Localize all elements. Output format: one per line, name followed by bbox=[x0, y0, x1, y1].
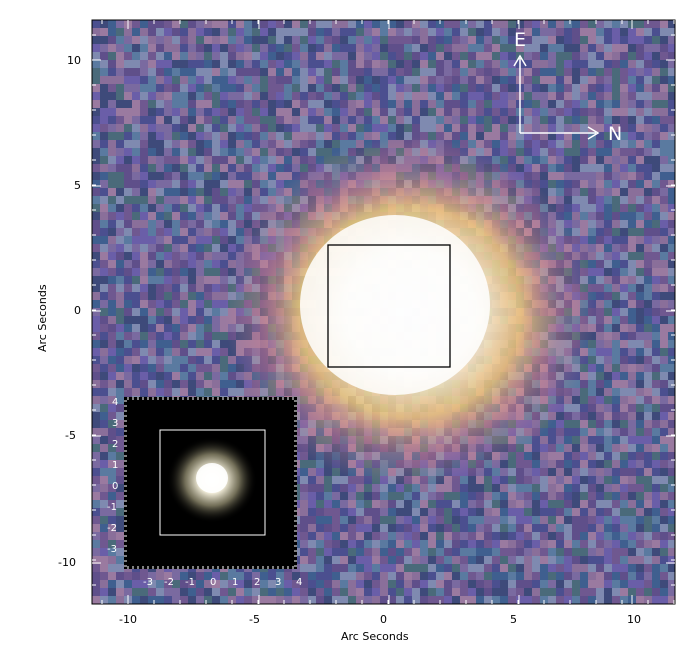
compass-east-label: E bbox=[514, 29, 526, 51]
ytick-m10: -10 bbox=[58, 556, 76, 569]
inset-ytick-m2: -2 bbox=[107, 523, 117, 534]
inset-star-core bbox=[196, 463, 228, 493]
main-axes-frame bbox=[91, 19, 676, 605]
inset-aperture-box bbox=[159, 429, 266, 536]
ytick-5: 5 bbox=[74, 179, 81, 192]
x-axis-title: Arc Seconds bbox=[341, 630, 409, 643]
inset-ytick-m1: -1 bbox=[107, 502, 117, 513]
compass-north-label: N bbox=[608, 123, 622, 145]
inset-xtick-3: 3 bbox=[275, 577, 281, 588]
ytick-m5: -5 bbox=[65, 429, 76, 442]
aperture-box bbox=[327, 244, 451, 368]
xtick-5: 5 bbox=[510, 613, 517, 626]
inset-ytick-0: 0 bbox=[112, 481, 118, 492]
inset-ytick-2: 2 bbox=[112, 439, 118, 450]
inset-xtick-m1: -1 bbox=[185, 577, 195, 588]
inset-ytick-m3: -3 bbox=[107, 544, 117, 555]
inset-xtick-2: 2 bbox=[254, 577, 260, 588]
inset-ytick-4: 4 bbox=[112, 397, 118, 408]
xtick-10: 10 bbox=[627, 613, 641, 626]
inset-xtick-m2: -2 bbox=[164, 577, 174, 588]
ytick-0: 0 bbox=[74, 304, 81, 317]
main-tick-marks bbox=[92, 20, 675, 604]
inset-ticks bbox=[124, 397, 297, 569]
inset-xtick-4: 4 bbox=[296, 577, 302, 588]
inset-panel: 4 3 2 1 0 -1 -2 -3 -3 -2 -1 0 1 2 3 4 bbox=[107, 397, 302, 588]
xtick-0: 0 bbox=[380, 613, 387, 626]
compass bbox=[513, 54, 600, 140]
inset-xtick-m3: -3 bbox=[143, 577, 153, 588]
inset-ytick-3: 3 bbox=[112, 418, 118, 429]
xtick-m5: -5 bbox=[249, 613, 260, 626]
inset-xtick-1: 1 bbox=[232, 577, 238, 588]
ytick-10: 10 bbox=[67, 54, 81, 67]
inset-ytick-1: 1 bbox=[112, 460, 118, 471]
galaxy-core bbox=[300, 215, 490, 395]
y-axis-title: Arc Seconds bbox=[36, 284, 49, 352]
xtick-m10: -10 bbox=[119, 613, 137, 626]
inset-xtick-0: 0 bbox=[210, 577, 216, 588]
